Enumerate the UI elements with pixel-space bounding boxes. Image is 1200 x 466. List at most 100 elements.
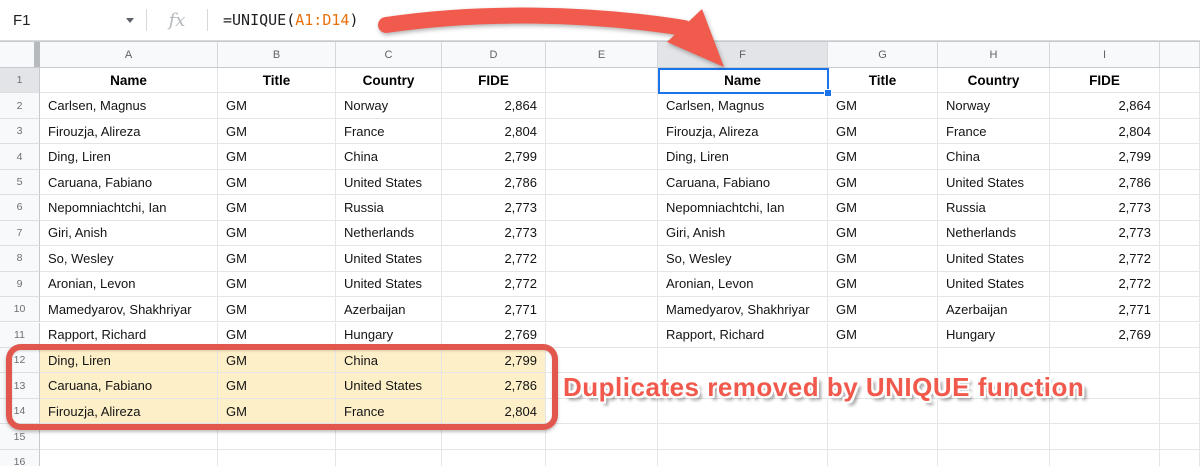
cell-D12[interactable]: 2,799 [442,347,546,374]
cell-H3[interactable]: France [938,118,1050,145]
cell-J10[interactable] [1160,297,1200,323]
cell-E9[interactable] [546,271,658,298]
cell-F15[interactable] [658,424,828,450]
cell-C5[interactable]: United States [336,169,442,196]
cell-G11[interactable]: GM [828,322,938,348]
cell-G16[interactable] [828,449,938,466]
cell-F5[interactable]: Caruana, Fabiano [658,169,828,196]
cell-F12[interactable] [658,347,828,374]
cell-D8[interactable]: 2,772 [442,246,546,272]
cell-G1[interactable]: Title [828,68,938,94]
cell-A14[interactable]: Firouzja, Alireza [40,398,218,425]
cell-C14[interactable]: France [336,398,442,425]
cell-D11[interactable]: 2,769 [442,322,546,348]
cell-I9[interactable]: 2,772 [1050,271,1160,298]
cell-G13[interactable] [828,373,938,399]
cell-C7[interactable]: Netherlands [336,220,442,247]
cell-G10[interactable]: GM [828,297,938,323]
cell-E16[interactable] [546,449,658,466]
cell-E4[interactable] [546,144,658,170]
row-header-1[interactable]: 1 [0,68,40,94]
cell-D7[interactable]: 2,773 [442,220,546,247]
column-header-I[interactable]: I [1050,41,1160,68]
cell-B14[interactable]: GM [218,398,336,425]
cell-D10[interactable]: 2,771 [442,297,546,323]
cell-C13[interactable]: United States [336,373,442,399]
cell-D5[interactable]: 2,786 [442,169,546,196]
cell-C4[interactable]: China [336,144,442,170]
name-box-dropdown-icon[interactable] [126,17,134,23]
row-header-5[interactable]: 5 [0,169,40,196]
cell-E5[interactable] [546,169,658,196]
cell-G8[interactable]: GM [828,246,938,272]
cell-F8[interactable]: So, Wesley [658,246,828,272]
row-header-4[interactable]: 4 [0,144,40,170]
cell-D13[interactable]: 2,786 [442,373,546,399]
cell-G6[interactable]: GM [828,195,938,221]
cell-E13[interactable] [546,373,658,399]
cell-A3[interactable]: Firouzja, Alireza [40,118,218,145]
row-header-8[interactable]: 8 [0,246,40,272]
column-header-G[interactable]: G [828,41,938,68]
cell-I4[interactable]: 2,799 [1050,144,1160,170]
column-header-B[interactable]: B [218,41,336,68]
cell-D14[interactable]: 2,804 [442,398,546,425]
cell-E10[interactable] [546,297,658,323]
row-header-7[interactable]: 7 [0,220,40,247]
cell-E12[interactable] [546,347,658,374]
cell-H2[interactable]: Norway [938,93,1050,119]
cell-G15[interactable] [828,424,938,450]
cell-A7[interactable]: Giri, Anish [40,220,218,247]
cell-H16[interactable] [938,449,1050,466]
cell-A5[interactable]: Caruana, Fabiano [40,169,218,196]
cell-E15[interactable] [546,424,658,450]
row-header-10[interactable]: 10 [0,297,40,323]
cell-J5[interactable] [1160,169,1200,196]
cell-I2[interactable]: 2,864 [1050,93,1160,119]
cell-B4[interactable]: GM [218,144,336,170]
cell-I10[interactable]: 2,771 [1050,297,1160,323]
cell-I3[interactable]: 2,804 [1050,118,1160,145]
cell-I15[interactable] [1050,424,1160,450]
cell-B6[interactable]: GM [218,195,336,221]
cell-C2[interactable]: Norway [336,93,442,119]
cell-D6[interactable]: 2,773 [442,195,546,221]
cell-I7[interactable]: 2,773 [1050,220,1160,247]
cell-B11[interactable]: GM [218,322,336,348]
cell-H7[interactable]: Netherlands [938,220,1050,247]
cell-H11[interactable]: Hungary [938,322,1050,348]
cell-C10[interactable]: Azerbaijan [336,297,442,323]
cell-A4[interactable]: Ding, Liren [40,144,218,170]
row-header-3[interactable]: 3 [0,118,40,145]
cell-B10[interactable]: GM [218,297,336,323]
cell-A2[interactable]: Carlsen, Magnus [40,93,218,119]
cell-D16[interactable] [442,449,546,466]
cell-B7[interactable]: GM [218,220,336,247]
cell-I16[interactable] [1050,449,1160,466]
cell-G9[interactable]: GM [828,271,938,298]
column-header-partial[interactable] [1160,41,1200,68]
cell-G14[interactable] [828,398,938,425]
cell-F3[interactable]: Firouzja, Alireza [658,118,828,145]
column-header-H[interactable]: H [938,41,1050,68]
cell-H5[interactable]: United States [938,169,1050,196]
cell-J2[interactable] [1160,93,1200,119]
cell-D2[interactable]: 2,864 [442,93,546,119]
cell-I1[interactable]: FIDE [1050,68,1160,94]
cell-I11[interactable]: 2,769 [1050,322,1160,348]
cell-I6[interactable]: 2,773 [1050,195,1160,221]
cell-E2[interactable] [546,93,658,119]
cell-G2[interactable]: GM [828,93,938,119]
cell-H6[interactable]: Russia [938,195,1050,221]
cell-H4[interactable]: China [938,144,1050,170]
cell-I5[interactable]: 2,786 [1050,169,1160,196]
cell-I14[interactable] [1050,398,1160,425]
cell-F13[interactable] [658,373,828,399]
cell-G5[interactable]: GM [828,169,938,196]
column-header-E[interactable]: E [546,41,658,68]
cell-C9[interactable]: United States [336,271,442,298]
cell-D9[interactable]: 2,772 [442,271,546,298]
formula-input[interactable]: =UNIQUE(A1:D14) [208,11,358,29]
name-box[interactable]: F1 [0,0,146,40]
row-header-9[interactable]: 9 [0,271,40,298]
